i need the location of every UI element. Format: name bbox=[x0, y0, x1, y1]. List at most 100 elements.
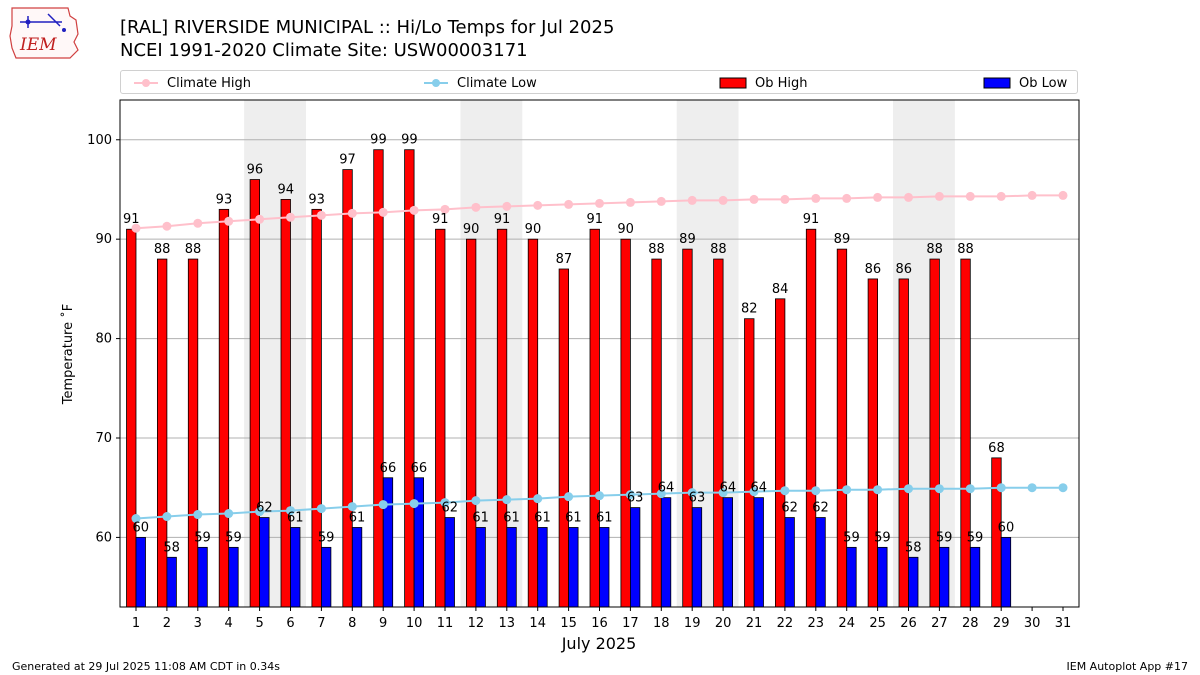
bar-ob-low bbox=[320, 546, 332, 608]
point-climate-high bbox=[193, 218, 203, 228]
bar-ob-high bbox=[898, 278, 909, 608]
bars bbox=[126, 149, 1012, 608]
bar-ob-high bbox=[929, 258, 940, 608]
point-climate-low bbox=[378, 500, 388, 510]
label-ob-high: 91 bbox=[123, 212, 140, 227]
bar-ob-high bbox=[589, 228, 600, 608]
label-ob-high: 68 bbox=[988, 441, 1005, 456]
x-tick-label: 28 bbox=[962, 616, 979, 631]
bar-ob-high bbox=[126, 228, 137, 608]
point-climate-high bbox=[965, 191, 975, 201]
bar-ob-low bbox=[228, 546, 239, 608]
chart-title: [RAL] RIVERSIDE MUNICIPAL :: Hi/Lo Temps… bbox=[120, 17, 615, 38]
bar-ob-high bbox=[713, 258, 724, 608]
point-climate-high bbox=[564, 199, 574, 209]
label-ob-high: 91 bbox=[494, 212, 511, 227]
label-ob-high: 86 bbox=[865, 262, 882, 277]
point-climate-low bbox=[873, 485, 883, 495]
y-tick-label: 90 bbox=[95, 232, 112, 247]
iem-logo-icon: IEM bbox=[9, 7, 79, 59]
bar-ob-low bbox=[537, 527, 548, 608]
bar-ob-low bbox=[969, 546, 981, 608]
label-ob-low: 61 bbox=[472, 510, 489, 525]
legend-item-climate-low: Climate Low bbox=[423, 74, 537, 92]
point-climate-low bbox=[347, 502, 357, 512]
y-tick-label: 60 bbox=[95, 530, 112, 545]
x-tick-label: 24 bbox=[838, 616, 855, 631]
point-climate-low bbox=[687, 488, 697, 498]
x-tick-label: 12 bbox=[468, 616, 485, 631]
point-climate-high bbox=[1027, 190, 1037, 200]
point-climate-high bbox=[718, 195, 728, 205]
point-climate-low bbox=[996, 483, 1006, 493]
point-climate-high bbox=[996, 191, 1006, 201]
label-ob-low: 61 bbox=[349, 510, 366, 525]
label-ob-low: 66 bbox=[411, 461, 428, 476]
bar-ob-low bbox=[1000, 537, 1012, 608]
point-climate-low bbox=[193, 510, 203, 520]
label-ob-high: 87 bbox=[556, 252, 573, 267]
bar-ob-high bbox=[342, 169, 353, 608]
label-ob-high: 90 bbox=[525, 222, 542, 237]
x-tick-label: 21 bbox=[746, 616, 763, 631]
point-climate-low bbox=[1058, 483, 1068, 493]
label-ob-high: 97 bbox=[339, 153, 356, 168]
x-tick-label: 30 bbox=[1024, 616, 1041, 631]
bar-ob-high bbox=[218, 208, 230, 608]
bar-ob-low bbox=[290, 527, 301, 608]
y-tick-label: 80 bbox=[95, 332, 112, 347]
label-ob-low: 58 bbox=[905, 540, 922, 555]
point-climate-low bbox=[934, 484, 944, 494]
point-climate-high bbox=[224, 216, 234, 226]
bar-ob-high bbox=[744, 318, 755, 608]
label-ob-low: 66 bbox=[380, 461, 397, 476]
label-ob-low: 59 bbox=[194, 530, 211, 545]
x-tick-label: 20 bbox=[715, 616, 732, 631]
bar-ob-low bbox=[197, 546, 208, 608]
label-ob-low: 61 bbox=[287, 510, 304, 525]
label-ob-low: 64 bbox=[750, 481, 767, 496]
label-ob-high: 91 bbox=[803, 212, 820, 227]
point-climate-low bbox=[625, 490, 635, 500]
bar-ob-high bbox=[867, 278, 878, 608]
label-ob-low: 61 bbox=[565, 510, 582, 525]
label-ob-high: 90 bbox=[463, 222, 480, 237]
label-ob-low: 61 bbox=[596, 510, 613, 525]
label-ob-low: 59 bbox=[843, 530, 860, 545]
point-climate-high bbox=[131, 223, 141, 233]
legend-label: Climate Low bbox=[457, 75, 537, 91]
label-ob-high: 89 bbox=[834, 232, 851, 247]
legend-item-climate-high: Climate High bbox=[133, 74, 251, 92]
bar-ob-low bbox=[475, 527, 486, 608]
label-ob-high: 88 bbox=[648, 242, 665, 257]
bar-ob-high bbox=[187, 258, 199, 608]
point-climate-high bbox=[378, 207, 388, 217]
point-climate-high bbox=[440, 204, 450, 214]
point-climate-low bbox=[409, 499, 419, 509]
label-ob-low: 63 bbox=[627, 491, 644, 506]
point-climate-high bbox=[873, 192, 883, 202]
x-tick-label: 14 bbox=[529, 616, 546, 631]
x-tick-label: 26 bbox=[900, 616, 917, 631]
label-ob-low: 58 bbox=[163, 540, 180, 555]
point-climate-low bbox=[965, 484, 975, 494]
label-ob-low: 62 bbox=[256, 501, 273, 516]
point-climate-high bbox=[471, 202, 481, 212]
bar-ob-high bbox=[527, 238, 539, 608]
x-tick-label: 6 bbox=[286, 616, 294, 631]
label-ob-low: 59 bbox=[318, 530, 335, 545]
bar-ob-high bbox=[805, 228, 817, 608]
bar-ob-low bbox=[351, 527, 363, 608]
bar-ob-low bbox=[815, 517, 826, 608]
bar-ob-low bbox=[568, 527, 579, 608]
legend-marker-climate-high bbox=[134, 79, 158, 87]
bar-ob-high bbox=[435, 228, 446, 608]
x-tick-label: 9 bbox=[379, 616, 387, 631]
point-climate-low bbox=[749, 487, 759, 497]
point-climate-low bbox=[595, 491, 604, 501]
bar-ob-high bbox=[249, 179, 261, 608]
point-climate-low bbox=[904, 484, 913, 494]
label-ob-high: 91 bbox=[432, 212, 449, 227]
bar-ob-low bbox=[444, 517, 455, 608]
